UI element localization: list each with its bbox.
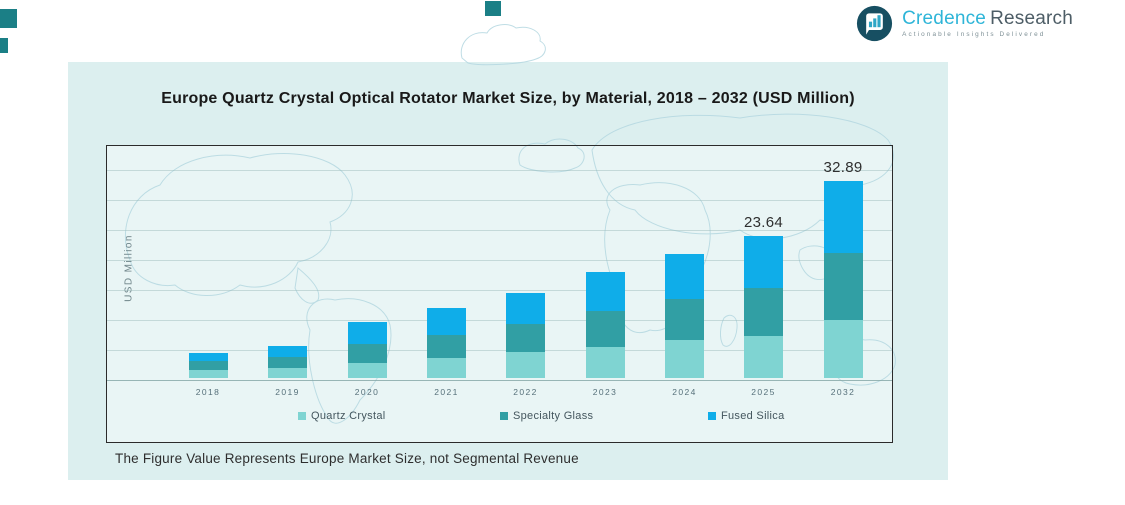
legend-item: Specialty Glass [500,410,593,422]
bar-segment-specialty-glass [506,324,545,353]
legend-label: Quartz Crystal [311,410,386,422]
bar-segment-quartz-crystal [665,340,704,378]
legend-item: Fused Silica [708,410,785,422]
x-tick-label: 2032 [830,387,856,397]
x-axis-line [107,380,892,381]
bar-segment-quartz-crystal [506,352,545,378]
bar-segment-fused-silica [188,352,228,362]
decor-top-square [485,1,501,16]
x-tick-label: 2020 [354,387,380,397]
credence-research-logo: Credence Research Actionable Insights Del… [856,5,1073,42]
x-tick-label: 2024 [672,387,697,397]
bar-segment-fused-silica [268,346,307,357]
bar-segment-quartz-crystal [188,370,228,378]
legend-swatch [298,412,306,420]
gridline [107,230,892,231]
bar-segment-fused-silica [427,307,466,335]
logo-wordmark: Credence Research [902,9,1073,29]
legend-label: Specialty Glass [513,410,594,422]
logo-bar-chart-bubble-icon [857,5,893,42]
chart-footnote: The Figure Value Represents Europe Marke… [115,451,579,466]
x-tick-label: 2018 [195,387,221,397]
bar-segment-quartz-crystal [427,357,466,378]
bar-segment-quartz-crystal [585,347,625,378]
bar-segment-specialty-glass [427,334,466,358]
logo-tagline: Actionable Insights Delivered [902,31,1046,38]
gridline [107,200,892,201]
bar-segment-fused-silica [585,272,625,312]
bar-segment-fused-silica [665,254,704,299]
bar-segment-specialty-glass [347,344,387,363]
gridline [107,260,892,261]
plot-area: USD Million 2018 2019 2020 2021 2022 2023 2024… [106,145,893,443]
bar-segment-fused-silica [744,236,783,288]
bar-segment-specialty-glass [665,298,704,341]
bar-segment-specialty-glass [744,287,783,336]
gridline [107,320,892,321]
legend-label: Fused Silica [721,410,785,422]
bar-segment-specialty-glass [188,361,228,371]
x-tick-label: 2023 [592,387,618,397]
bar-total-label: 32.89 [823,158,863,176]
bar-total-label: 23.64 [743,214,784,232]
legend-swatch [708,412,716,420]
map-greenland [460,24,546,66]
x-tick-label: 2025 [751,387,776,397]
logo-word-research: Research [990,8,1073,29]
legend-swatch [500,412,508,420]
x-tick-label: 2019 [275,387,300,397]
gridline [107,290,892,291]
bar-segment-quartz-crystal [347,363,387,378]
bar-segment-specialty-glass [823,252,863,320]
bar-segment-fused-silica [823,180,863,253]
legend-item: Quartz Crystal [298,410,386,422]
bar-segment-quartz-crystal [744,336,783,378]
bar-segment-specialty-glass [268,357,307,369]
logo-word-credence: Credence [902,8,987,29]
chart-title: Europe Quartz Crystal Optical Rotator Ma… [161,90,855,107]
bar-segment-fused-silica [347,321,387,345]
gridline [107,170,892,171]
bar-segment-quartz-crystal [268,368,307,378]
x-tick-label: 2022 [513,387,538,397]
bar-segment-fused-silica [506,292,545,324]
x-tick-label: 2021 [434,387,459,397]
gridline [107,350,892,351]
logo-text: Credence Research Actionable Insights Del… [902,9,1073,39]
bar-segment-quartz-crystal [823,319,863,378]
decor-corner-square-small [0,38,8,53]
decor-corner-square [0,9,17,28]
bar-segment-specialty-glass [585,311,625,348]
